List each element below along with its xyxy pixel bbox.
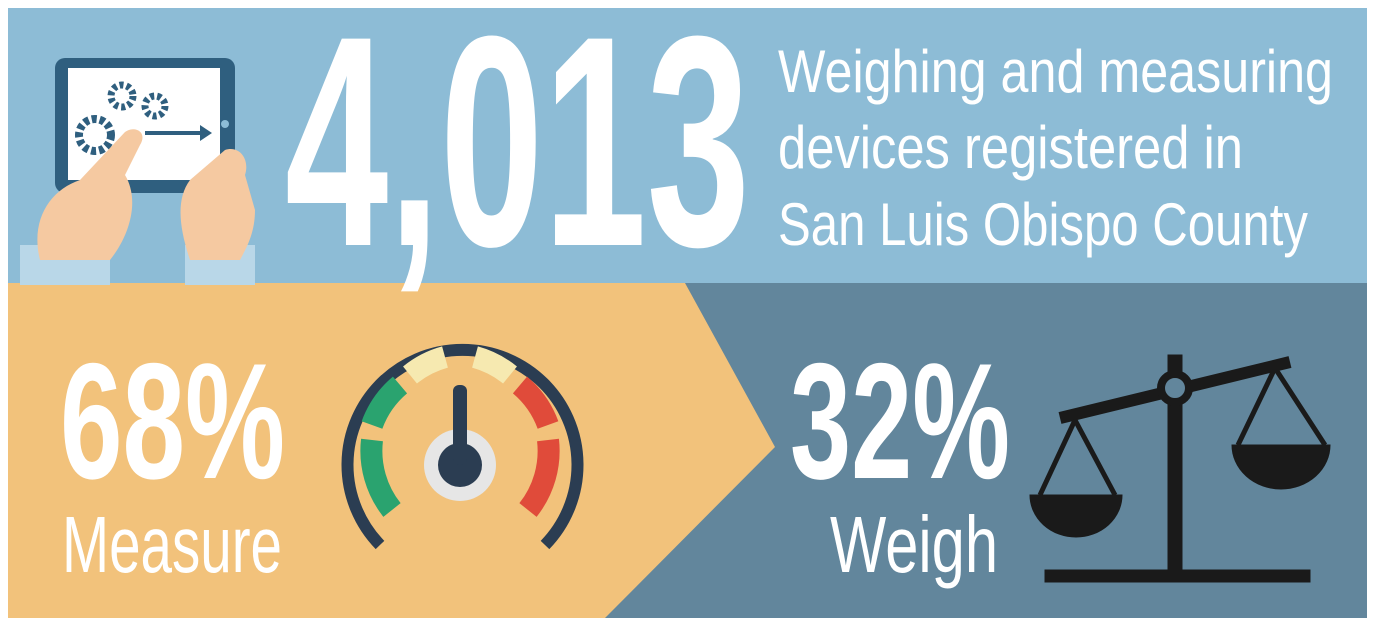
headline-value: 4,013 [285, 0, 750, 309]
scale-icon [1029, 354, 1331, 583]
panel-label: Weigh [830, 500, 998, 589]
headline-text: Weighing and measuring [778, 38, 1333, 105]
tablet-icon [20, 58, 255, 285]
gauge-icon [341, 343, 584, 550]
headline-text: devices registered in [778, 114, 1243, 181]
measure-panel [8, 283, 775, 618]
headline-text: San Luis Obispo County [778, 191, 1308, 258]
panel-value: 32% [790, 329, 1010, 513]
panel-label: Measure [62, 500, 282, 589]
panel-value: 68% [60, 329, 285, 513]
